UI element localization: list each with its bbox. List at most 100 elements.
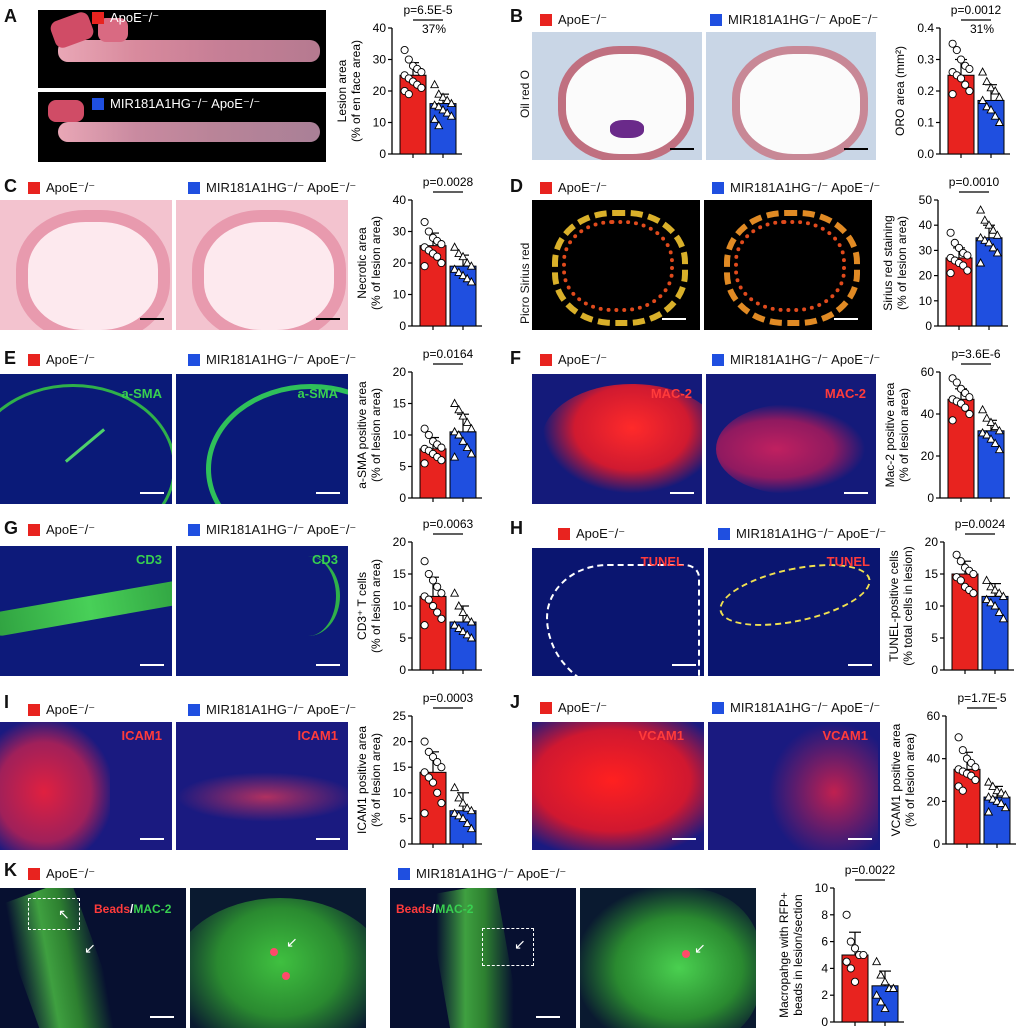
scale-bar bbox=[848, 664, 872, 666]
mac2-image-apoe: MAC-2 bbox=[532, 374, 702, 504]
data-point bbox=[952, 550, 961, 559]
y-axis-label-2: (% of en face area) bbox=[349, 40, 363, 142]
scale-bar bbox=[150, 1016, 174, 1018]
data-point bbox=[976, 232, 986, 242]
legend-apoe: ApoE⁻/⁻ bbox=[28, 702, 95, 718]
legend-apoe: ApoE⁻/⁻ bbox=[92, 10, 159, 26]
legend-mir: MIR181A1HG⁻/⁻ ApoE⁻/⁻ bbox=[92, 96, 260, 112]
data-point bbox=[458, 798, 468, 807]
legend-apoe: ApoE⁻/⁻ bbox=[540, 180, 607, 196]
data-point bbox=[948, 416, 957, 425]
legend-label: MIR181A1HG⁻/⁻ ApoE⁻/⁻ bbox=[728, 12, 879, 27]
scale-bar bbox=[844, 148, 868, 150]
stain-label: ICAM1 bbox=[121, 728, 162, 743]
y-axis-label: VCAM1 positive area bbox=[889, 723, 903, 836]
legend-swatch-mir bbox=[398, 868, 410, 880]
p-value-label: p=0.0024 bbox=[955, 517, 1006, 531]
legend-swatch-mir bbox=[92, 98, 104, 110]
data-point bbox=[437, 258, 446, 268]
data-point bbox=[424, 773, 433, 782]
y-axis-label-2: beads in lesion/section bbox=[791, 894, 805, 1015]
panel-a: A ApoE⁻/⁻ MIR181A1HG⁻/⁻ ApoE⁻/⁻ Lesion a… bbox=[0, 0, 500, 170]
data-point bbox=[952, 46, 961, 55]
legend-mir: MIR181A1HG⁻/⁻ ApoE⁻/⁻ bbox=[718, 526, 886, 542]
data-point bbox=[454, 601, 464, 610]
bar-chart-mac2: Mac-2 positive area (% of lesion area) 0 20… bbox=[883, 347, 1010, 505]
scale-bar bbox=[536, 1016, 560, 1018]
data-point bbox=[982, 101, 992, 111]
y-tick-label: 5 bbox=[399, 811, 406, 825]
panel-label: D bbox=[510, 176, 523, 196]
stain-side-label: Picro Sirius red bbox=[518, 242, 532, 324]
legend-swatch-apoe bbox=[540, 354, 552, 366]
y-tick-label: 15 bbox=[393, 760, 407, 774]
legend-label: MIR181A1HG⁻/⁻ ApoE⁻/⁻ bbox=[206, 522, 357, 537]
vcam1-image-mir: VCAM1 bbox=[708, 722, 880, 850]
legend-swatch-apoe bbox=[28, 704, 40, 716]
y-axis-label: TUNEL-positive cells bbox=[887, 550, 901, 661]
y-tick-label: 20 bbox=[393, 735, 407, 749]
y-axis-label: ORO area (mm²) bbox=[893, 46, 907, 136]
asma-image-apoe: a-SMA bbox=[0, 374, 172, 504]
scale-bar bbox=[140, 664, 164, 666]
y-tick-label: 10 bbox=[393, 786, 407, 800]
y-tick-label: 40 bbox=[927, 752, 941, 766]
data-point bbox=[462, 417, 472, 426]
data-point bbox=[404, 90, 413, 99]
bar-chart-necrotic-area: Necrotic area (% of lesion area) 0 10 20 30 40… bbox=[355, 175, 482, 333]
y-axis-label-2: (% total cells in lesion) bbox=[901, 546, 915, 665]
data-point bbox=[458, 626, 468, 636]
legend-label: ApoE⁻/⁻ bbox=[558, 700, 608, 715]
scale-bar bbox=[672, 838, 696, 840]
legend-swatch-apoe bbox=[558, 528, 570, 540]
data-point bbox=[454, 248, 464, 258]
y-tick-label: 10 bbox=[393, 599, 407, 613]
stain-label: VCAM1 bbox=[822, 728, 868, 743]
data-point bbox=[846, 964, 855, 973]
data-point bbox=[969, 569, 978, 579]
data-point bbox=[466, 276, 476, 286]
legend-mir: MIR181A1HG⁻/⁻ ApoE⁻/⁻ bbox=[710, 12, 878, 28]
y-tick-label: 15 bbox=[393, 397, 407, 411]
data-point bbox=[850, 944, 860, 953]
data-point bbox=[984, 237, 994, 247]
y-tick-label: 10 bbox=[373, 116, 387, 130]
data-point bbox=[969, 589, 978, 598]
asma-image-mir: a-SMA bbox=[176, 374, 348, 504]
panel-e: E ApoE⁻/⁻ MIR181A1HG⁻/⁻ ApoE⁻/⁻ a-SMA a-… bbox=[0, 344, 500, 512]
tunel-image-apoe: TUNEL bbox=[532, 548, 704, 676]
data-point bbox=[428, 576, 438, 585]
data-point bbox=[438, 104, 448, 114]
data-point bbox=[417, 68, 426, 77]
legend-label: ApoE⁻/⁻ bbox=[46, 866, 96, 881]
data-point bbox=[437, 614, 446, 623]
data-point bbox=[946, 228, 955, 237]
bar-chart-cd3: CD3⁺ T cells (% of lesion area) 0 5 10 15 20 p=… bbox=[355, 517, 482, 677]
legend-label: ApoE⁻/⁻ bbox=[576, 526, 626, 541]
data-point bbox=[424, 747, 433, 756]
panel-g: G ApoE⁻/⁻ MIR181A1HG⁻/⁻ ApoE⁻/⁻ CD3 CD3 … bbox=[0, 514, 500, 684]
y-tick-label: 2 bbox=[821, 988, 828, 1002]
data-point bbox=[984, 792, 994, 801]
data-point bbox=[430, 114, 440, 123]
data-point bbox=[971, 763, 980, 772]
legend-swatch-mir bbox=[718, 528, 730, 540]
y-tick-label: 8 bbox=[821, 908, 828, 922]
legend-label: MIR181A1HG⁻/⁻ ApoE⁻/⁻ bbox=[416, 866, 567, 881]
data-point bbox=[988, 794, 998, 803]
y-tick-label: 20 bbox=[393, 365, 407, 379]
data-point bbox=[992, 247, 1002, 257]
legend-label: MIR181A1HG⁻/⁻ ApoE⁻/⁻ bbox=[730, 352, 881, 367]
data-point bbox=[417, 83, 426, 92]
p-value-label: p=0.0164 bbox=[423, 347, 474, 361]
p-value-label: p=1.7E-5 bbox=[957, 691, 1006, 705]
data-point bbox=[450, 782, 460, 792]
data-point bbox=[948, 39, 957, 48]
p-value-label: p=0.0028 bbox=[423, 175, 474, 189]
data-point bbox=[952, 378, 961, 387]
arrow-icon: ↙ bbox=[84, 940, 96, 956]
legend-label: MIR181A1HG⁻/⁻ ApoE⁻/⁻ bbox=[206, 352, 357, 367]
y-axis-label-2: (% of lesion area) bbox=[895, 216, 909, 310]
scale-bar bbox=[316, 492, 340, 494]
data-point bbox=[462, 803, 472, 812]
